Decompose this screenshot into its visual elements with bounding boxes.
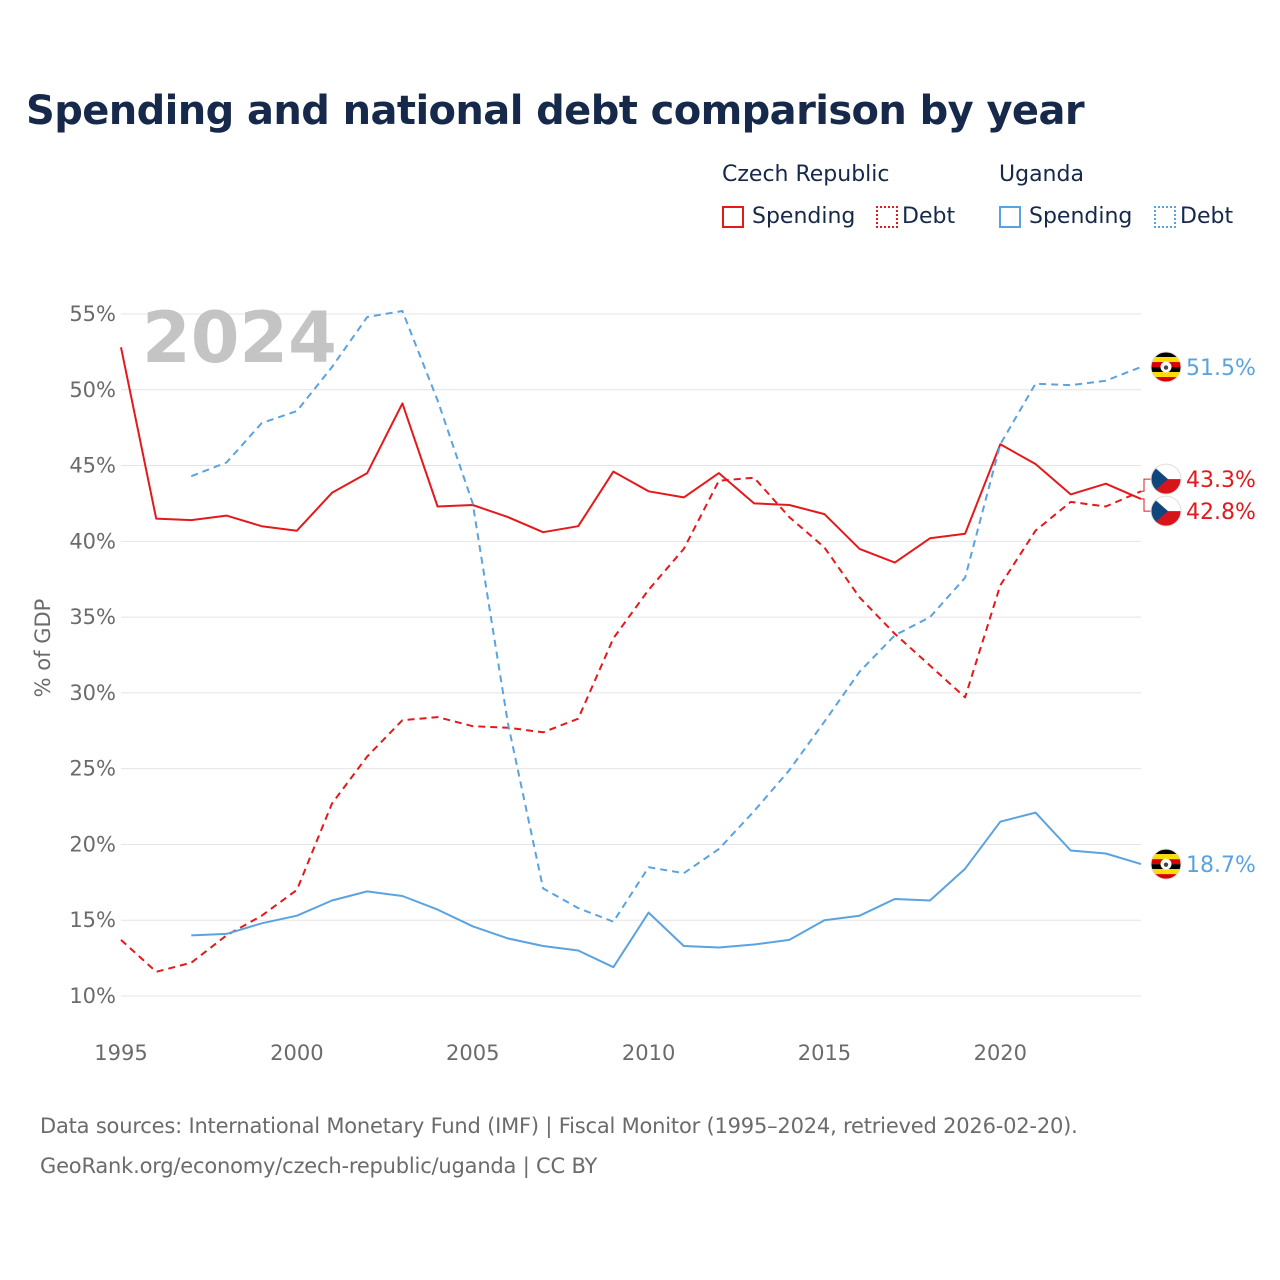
legend-label: Spending xyxy=(1029,204,1133,229)
legend-item-czech-spending[interactable]: Spending xyxy=(722,204,855,229)
legend-swatch-solid-icon xyxy=(722,205,744,228)
y-tick-label: 30% xyxy=(69,681,116,705)
legend-item-uganda-debt[interactable]: Debt xyxy=(1154,204,1233,229)
x-tick-label: 2015 xyxy=(798,1041,851,1065)
y-tick-label: 15% xyxy=(69,908,116,932)
y-tick-label: 50% xyxy=(69,378,116,402)
legend-swatch-dotted-icon xyxy=(1154,205,1176,228)
czech-flag-icon xyxy=(1150,463,1182,495)
y-axis-label: % of GDP xyxy=(31,599,55,698)
x-tick-label: 1995 xyxy=(94,1041,147,1065)
data-sources-text: Data sources: International Monetary Fun… xyxy=(40,1114,1078,1138)
y-tick-label: 25% xyxy=(69,757,116,781)
x-axis: 1995 2000 2005 2010 2015 2020 xyxy=(94,1041,1027,1065)
chart-title: Spending and national debt comparison by… xyxy=(26,88,1085,134)
year-watermark: 2024 xyxy=(142,297,337,379)
end-value-label: 18.7% xyxy=(1186,853,1256,878)
uganda-flag-icon xyxy=(1150,848,1182,880)
grid xyxy=(121,313,1141,997)
legend: Czech Republic Uganda Spending Debt Spen… xyxy=(720,162,1260,242)
legend-swatch-dotted-icon xyxy=(876,205,898,228)
end-value-label: 51.5% xyxy=(1186,356,1256,381)
x-tick-label: 2005 xyxy=(446,1041,499,1065)
legend-label: Debt xyxy=(902,204,956,229)
legend-group-czech-republic: Czech Republic xyxy=(722,162,890,187)
series-line-uganda-spending[interactable] xyxy=(191,811,1142,969)
y-axis: 10% 15% 20% 25% 30% 35% 40% 45% 50% 55% xyxy=(69,302,116,1008)
legend-label: Spending xyxy=(752,204,856,229)
legend-group-uganda: Uganda xyxy=(999,162,1084,187)
series-group xyxy=(120,310,1142,973)
y-tick-label: 40% xyxy=(69,529,116,553)
footer: Data sources: International Monetary Fun… xyxy=(40,1106,1078,1186)
legend-item-uganda-spending[interactable]: Spending xyxy=(999,204,1132,229)
legend-item-czech-debt[interactable]: Debt xyxy=(876,204,955,229)
legend-label: Debt xyxy=(1180,204,1234,229)
label-leader-line xyxy=(1141,478,1151,492)
y-tick-label: 35% xyxy=(69,605,116,629)
y-tick-label: 45% xyxy=(69,454,116,478)
series-line-uganda-debt[interactable] xyxy=(190,310,1142,923)
y-tick-label: 55% xyxy=(69,302,116,326)
end-value-label: 43.3% xyxy=(1186,468,1256,493)
x-tick-label: 2000 xyxy=(270,1041,323,1065)
y-tick-label: 20% xyxy=(69,832,116,856)
label-leader-line xyxy=(1141,498,1151,512)
uganda-flag-icon xyxy=(1150,351,1182,383)
legend-swatch-solid-icon xyxy=(999,205,1021,228)
y-tick-label: 10% xyxy=(69,984,116,1008)
x-tick-label: 2020 xyxy=(974,1041,1027,1065)
series-line-czech-republic-spending[interactable] xyxy=(120,347,1142,564)
source-link[interactable]: GeoRank.org/economy/czech-republic/ugand… xyxy=(40,1154,598,1178)
x-tick-label: 2010 xyxy=(622,1041,675,1065)
end-labels: 51.5% 43.3% 42.8% 18.7% xyxy=(1141,351,1256,880)
czech-flag-icon xyxy=(1150,495,1182,527)
end-value-label: 42.8% xyxy=(1186,500,1256,525)
series-line-czech-republic-debt[interactable] xyxy=(120,476,1142,973)
